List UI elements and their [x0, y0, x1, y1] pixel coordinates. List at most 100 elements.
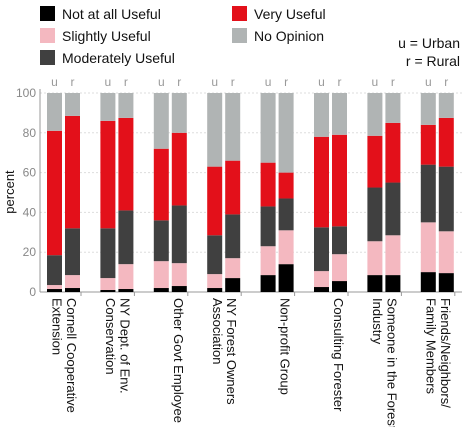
bar-segment — [332, 93, 347, 135]
bar-segment — [420, 222, 436, 273]
bar-segment — [100, 120, 116, 229]
bar-segment — [171, 132, 187, 206]
x-tick-label-line: Industry — [370, 298, 385, 345]
y-tick-label: 60 — [23, 166, 37, 180]
bar-segment — [100, 290, 116, 292]
bar-segment — [260, 246, 276, 276]
bar-segment — [225, 93, 241, 161]
bar-segment — [367, 187, 383, 242]
bar-label: r — [71, 75, 75, 89]
bar-segment — [153, 220, 169, 262]
bar-segment — [438, 117, 454, 167]
bar-segment — [118, 117, 134, 211]
bar-segment — [420, 272, 436, 292]
bar-segment — [367, 275, 383, 292]
bar-segment — [332, 281, 347, 292]
bar-segment — [260, 162, 276, 207]
bar-segment — [367, 135, 383, 188]
bar-label: r — [231, 75, 235, 89]
subgroup-legend: u = Urban — [398, 35, 460, 51]
bar-segment — [385, 235, 401, 276]
x-tick-label-line: Someone in the Forest — [384, 298, 399, 427]
x-tick-label: NY Forest OwnersAssociation — [210, 298, 239, 405]
bar-segment — [47, 285, 62, 290]
bar-segment — [47, 289, 62, 292]
bar-segment — [65, 93, 80, 116]
x-tick-label-line: Conservation — [103, 298, 118, 375]
legend-swatch — [40, 28, 55, 43]
bar-segment — [385, 122, 401, 183]
bar-segment — [314, 227, 329, 272]
bar-segment — [225, 214, 241, 259]
x-tick-label: Consulting Forester — [331, 298, 346, 412]
bar-segment — [100, 93, 116, 121]
bar-segment — [118, 289, 134, 292]
bar-segment — [47, 255, 62, 286]
bar-segment — [207, 235, 223, 275]
bar-segment — [367, 241, 383, 276]
bar-segment — [171, 286, 187, 292]
bar-segment — [278, 264, 294, 292]
x-tick-label-line: Family Members — [424, 298, 439, 395]
bar-segment — [278, 198, 294, 231]
bar-label: r — [177, 75, 181, 89]
bar-segment — [385, 182, 401, 236]
x-tick-label: Friends/Neighbors/Family Members — [424, 298, 453, 408]
bar-label: u — [265, 75, 272, 89]
bar-segment — [153, 261, 169, 289]
bar-segment — [207, 166, 223, 236]
bar-segment — [260, 206, 276, 247]
y-tick-label: 100 — [16, 86, 36, 100]
bar-segment — [278, 93, 294, 173]
bar-segment — [314, 287, 329, 292]
bar-segment — [420, 93, 436, 125]
legend-label: Moderately Useful — [62, 50, 175, 66]
bar-segment — [100, 278, 116, 291]
bar-segment — [438, 166, 454, 232]
bar-segment — [332, 226, 347, 255]
bar-segment — [367, 93, 383, 136]
bar-segment — [118, 264, 134, 290]
bar-segment — [65, 228, 80, 276]
bar-segment — [260, 275, 276, 292]
bar-segment — [332, 254, 347, 282]
legend-swatch — [232, 28, 247, 43]
bar-segment — [153, 288, 169, 292]
legend-label: Very Useful — [254, 6, 326, 22]
legend-label: Not at all Useful — [62, 6, 161, 22]
x-tick-label-line: Other Govt Employee — [171, 298, 186, 423]
x-tick-label-line: Consulting Forester — [331, 298, 346, 412]
bar-label: u — [51, 75, 58, 89]
bar-segment — [314, 136, 329, 228]
bar-segment — [118, 93, 134, 118]
bar-label: r — [338, 75, 342, 89]
bar-segment — [278, 230, 294, 265]
bar-label: r — [444, 75, 448, 89]
bar-segment — [225, 278, 241, 292]
legend-label: No Opinion — [254, 28, 324, 44]
bar-segment — [260, 93, 276, 163]
x-tick-label-line: Association — [210, 298, 225, 364]
bar-segment — [314, 93, 329, 137]
bar-segment — [171, 263, 187, 287]
bar-segment — [225, 160, 241, 215]
bar-segment — [153, 93, 169, 149]
bar-segment — [100, 228, 116, 279]
x-tick-label: Other Govt Employee — [171, 298, 186, 423]
bar-segment — [65, 288, 80, 292]
x-tick-label-line: NY Forest Owners — [224, 298, 239, 405]
bar-segment — [420, 124, 436, 165]
bar-label: u — [105, 75, 112, 89]
x-tick-label: Someone in the ForestIndustry — [370, 298, 399, 427]
x-tick-label-line: NY Dept. of Env. — [117, 298, 132, 394]
y-tick-label: 80 — [23, 126, 37, 140]
subgroup-legend: r = Rural — [406, 53, 460, 69]
x-tick-label-line: Extension — [50, 298, 65, 355]
y-tick-label: 20 — [23, 245, 37, 259]
bar-label: u — [211, 75, 218, 89]
bar-segment — [438, 231, 454, 274]
bar-segment — [47, 93, 62, 131]
bar-label: r — [284, 75, 288, 89]
bar-segment — [332, 134, 347, 227]
